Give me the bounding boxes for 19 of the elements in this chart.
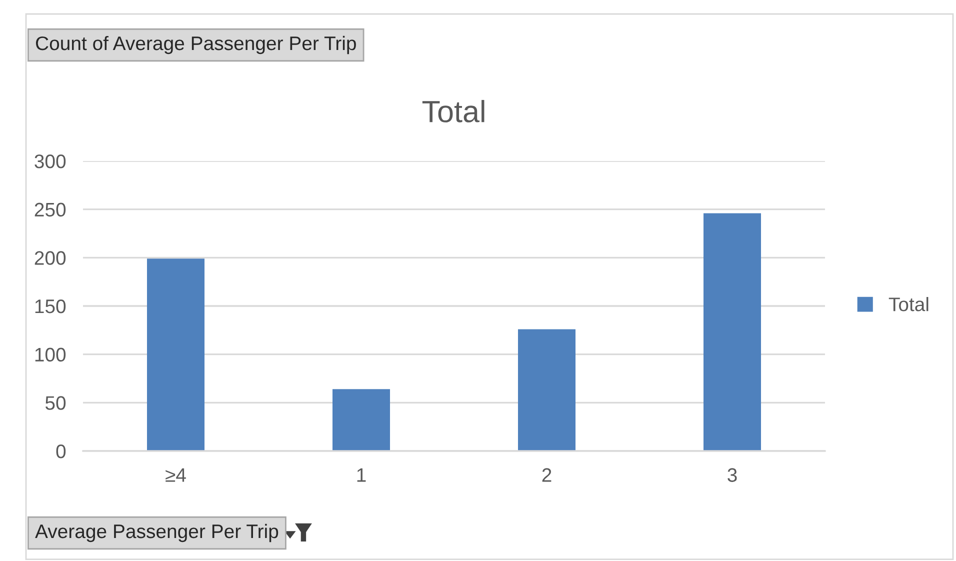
x-tick-label: 2 xyxy=(542,468,552,482)
bar xyxy=(332,389,390,451)
chart-title: Total xyxy=(422,100,484,122)
y-tick-label: 300 xyxy=(34,154,66,168)
legend-label: Total xyxy=(888,296,928,312)
x-tick-label: 3 xyxy=(728,468,737,482)
bar xyxy=(147,258,205,451)
y-tick-label: 50 xyxy=(45,396,66,410)
y-tick-label: 250 xyxy=(34,202,66,217)
text: Count of Average Passenger Per Trip xyxy=(36,36,356,54)
y-tick-label: 200 xyxy=(34,251,66,265)
y-tick-label: 150 xyxy=(35,299,66,314)
bar xyxy=(703,213,761,451)
y-tick-label: 0 xyxy=(56,444,66,458)
text: Average Passenger Per Trip xyxy=(35,524,278,542)
x-tick-label: ≥4 xyxy=(166,468,186,482)
y-tick-label: 100 xyxy=(35,348,66,362)
bar xyxy=(518,329,576,451)
x-tick-label: 1 xyxy=(357,468,366,482)
